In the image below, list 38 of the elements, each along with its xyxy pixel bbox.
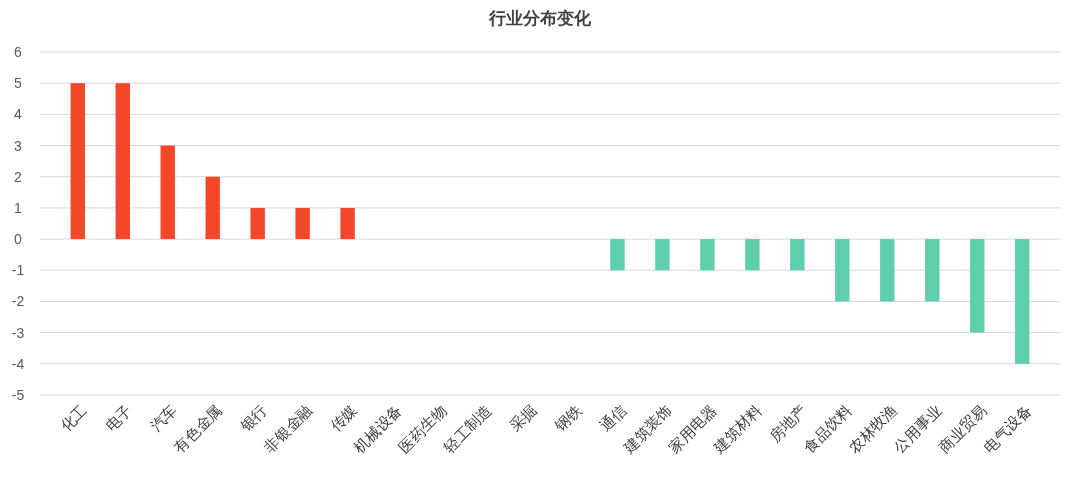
bar [700,239,715,271]
bar [790,239,805,271]
chart-title: 行业分布变化 [488,8,592,28]
y-tick-label: 5 [14,75,23,92]
bar [295,207,310,240]
bar [340,207,355,240]
bar [1015,239,1030,364]
bar [610,239,625,271]
y-tick-label: 2 [14,168,23,185]
x-tick-label: 钢铁 [550,401,585,436]
y-tick-label: 1 [14,199,23,216]
bar [250,207,265,240]
bar [115,83,130,240]
y-tick-label: 6 [14,43,23,60]
x-tick-label: 银行 [235,401,270,436]
y-tick-label: 4 [14,106,23,123]
bar [205,176,220,240]
x-tick-label: 电子 [101,401,135,435]
bar [655,239,670,271]
y-tick-label: -1 [11,262,25,279]
bar [970,239,985,333]
x-tick-label: 采掘 [506,401,540,435]
x-tick-label: 化工 [56,401,91,435]
y-tick-label: 0 [14,231,23,248]
x-tick-label: 汽车 [146,401,180,435]
y-tick-label: 3 [14,137,23,154]
x-tick-label: 通信 [596,401,630,435]
x-tick-label: 传媒 [326,401,360,435]
bar [880,239,895,302]
y-tick-label: -4 [11,355,25,372]
y-tick-label: -3 [11,324,25,341]
bar [745,239,760,271]
y-tick-label: -2 [11,293,25,310]
y-tick-label: -5 [11,386,25,403]
bar [160,145,175,240]
bar [925,239,940,302]
bar [70,83,85,240]
bar [835,239,850,302]
